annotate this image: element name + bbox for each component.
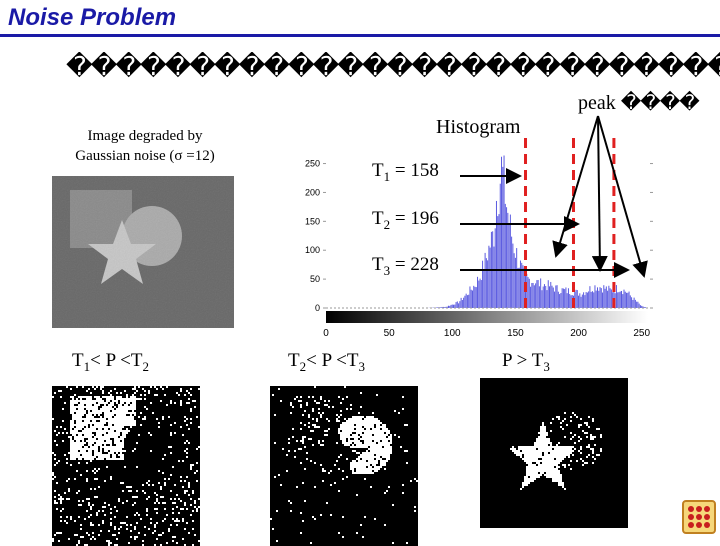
range-label-3: P > T3 <box>502 350 550 374</box>
y-tick-label: 0 <box>315 303 320 313</box>
x-tick-label: 50 <box>384 328 396 338</box>
logo-icon <box>682 500 716 534</box>
threshold-label-2: T2 = 196 <box>372 208 439 232</box>
threshold-label-3: T3 = 228 <box>372 254 439 278</box>
y-tick-label: 200 <box>305 187 320 197</box>
x-tick-label: 0 <box>323 328 329 338</box>
subtitle-text: ���������������������������������� <box>66 52 720 82</box>
histogram-axes: 0 50 100 150 200 250 0 50 100 150 200 250 <box>305 159 653 338</box>
title-underline <box>0 34 720 37</box>
noise-overlay <box>52 176 234 328</box>
x-tick-label: 200 <box>570 328 587 338</box>
peak-tail: ���� <box>620 90 700 114</box>
x-tick-label: 150 <box>507 328 524 338</box>
threshold-label-1: T1 = 158 <box>372 160 439 184</box>
x-tick-label: 250 <box>633 328 650 338</box>
histogram-title: Histogram <box>436 116 521 138</box>
y-tick-label: 50 <box>310 274 320 284</box>
gray-gradient-bar <box>326 311 648 323</box>
histogram-chart: 0 50 100 150 200 250 0 50 100 150 200 250 <box>305 138 653 338</box>
y-tick-label: 100 <box>305 245 320 255</box>
threshold-lines <box>524 138 616 310</box>
left-caption-line-1: Image degraded by <box>87 128 203 144</box>
threshold-image-2 <box>270 386 418 546</box>
left-caption: Image degraded by Gaussian noise (σ =12) <box>40 126 250 166</box>
x-tick-label: 100 <box>444 328 461 338</box>
left-caption-line-2: Gaussian noise (σ =12) <box>75 148 215 164</box>
threshold-image-3 <box>480 378 628 528</box>
peak-word: peak <box>578 92 616 114</box>
y-tick-label: 250 <box>305 159 320 169</box>
y-tick-label: 150 <box>305 216 320 226</box>
range-label-1: T1< P <T2 <box>72 350 150 374</box>
noisy-image <box>52 176 234 328</box>
range-label-2: T2< P <T3 <box>288 350 366 374</box>
threshold-image-1 <box>52 386 200 546</box>
peak-label: peak ���� <box>578 90 700 115</box>
slide-title: Noise Problem <box>8 4 177 31</box>
